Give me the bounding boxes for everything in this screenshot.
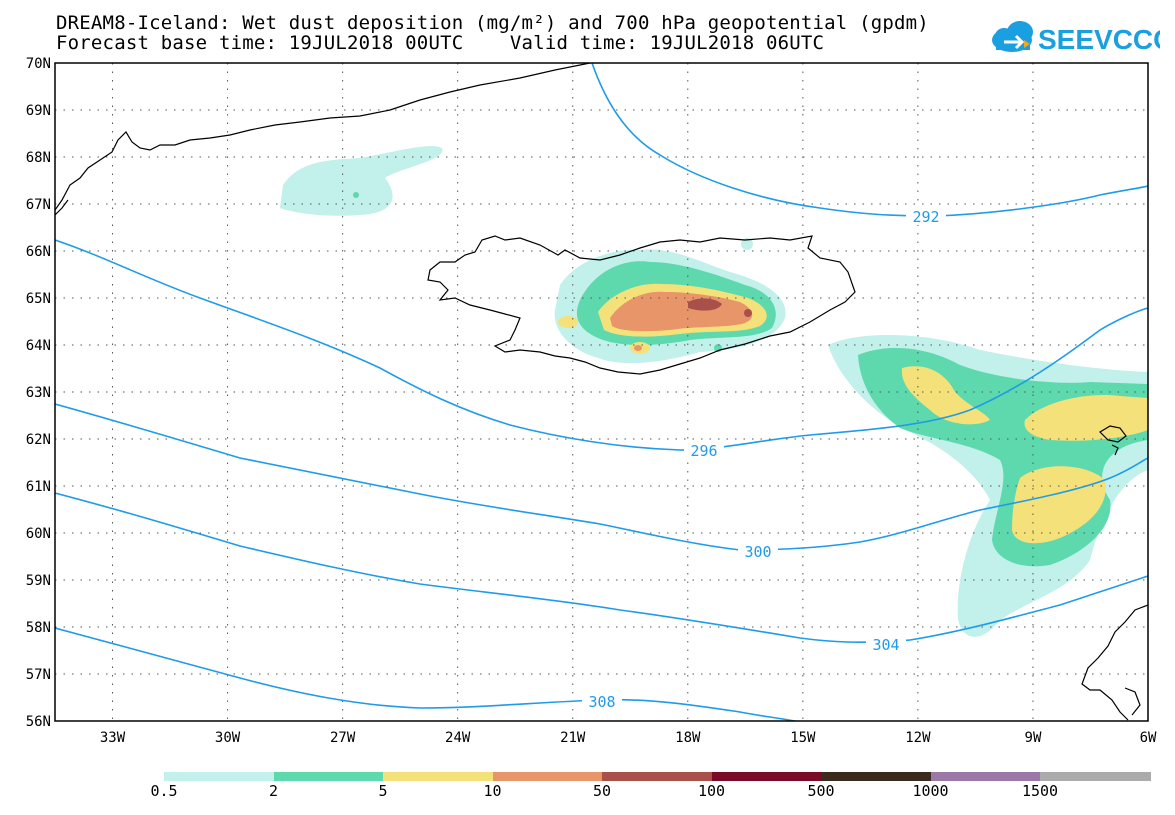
coastlines	[55, 63, 1148, 721]
lat-label-66N: 66N	[26, 244, 51, 260]
lon-label-27W: 27W	[330, 730, 356, 746]
cloud-icon	[992, 21, 1033, 52]
lat-label-62N: 62N	[26, 432, 51, 448]
lat-label-68N: 68N	[26, 150, 51, 166]
contour-296	[55, 239, 1148, 451]
contour-label-300: 300	[744, 543, 771, 561]
logo-text: SEEVCCC	[1038, 24, 1160, 55]
lon-label-24W: 24W	[445, 730, 471, 746]
legend-swatch-5	[383, 772, 494, 781]
lon-label-30W: 30W	[215, 730, 241, 746]
legend-label-100: 100	[697, 782, 726, 800]
legend-label-500: 500	[807, 782, 835, 800]
lat-label-57N: 57N	[26, 667, 51, 683]
legend-swatch-10	[492, 772, 603, 781]
legend-label-0.5: 0.5	[150, 782, 178, 800]
contour-label-292: 292	[912, 208, 939, 226]
lon-label-12W: 12W	[905, 730, 931, 746]
graticule-grid	[55, 63, 1148, 721]
lon-label-6W: 6W	[1140, 730, 1157, 746]
contour-304-308	[55, 627, 800, 721]
legend-swatch-1000	[930, 772, 1041, 781]
lat-label-70N: 70N	[26, 56, 51, 72]
lat-label-60N: 60N	[26, 526, 51, 542]
legend-label-5: 5	[378, 782, 388, 800]
lat-label-58N: 58N	[26, 620, 51, 636]
map-subtitle-times: Forecast base time: 19JUL2018 00UTC Vali…	[56, 32, 825, 54]
lat-label-67N: 67N	[26, 197, 51, 213]
legend-swatch-0.5	[164, 772, 275, 781]
lat-label-61N: 61N	[26, 479, 51, 495]
legend-label-50: 50	[592, 782, 612, 800]
lon-label-21W: 21W	[560, 730, 586, 746]
contour-label-308: 308	[588, 693, 615, 711]
contour-label-304: 304	[872, 636, 899, 654]
legend-swatch-1500	[1040, 772, 1151, 781]
lon-label-33W: 33W	[100, 730, 126, 746]
legend-swatch-2	[273, 772, 384, 781]
lat-label-65N: 65N	[26, 291, 51, 307]
seevccc-logo: SEEVCCC	[992, 21, 1160, 55]
legend-label-1500: 1500	[1021, 782, 1059, 800]
map-title: DREAM8-Iceland: Wet dust deposition (mg/…	[56, 12, 929, 34]
lat-label-59N: 59N	[26, 573, 51, 589]
lat-label-56N: 56N	[26, 714, 51, 730]
lat-label-64N: 64N	[26, 338, 51, 354]
geopotential-contours	[55, 63, 1148, 721]
legend-swatch-500	[821, 772, 932, 781]
legend-swatch-50	[602, 772, 713, 781]
map-frame	[54, 62, 1149, 722]
lon-label-18W: 18W	[675, 730, 701, 746]
legend-swatch-100	[711, 772, 822, 781]
contour-300	[55, 403, 1148, 551]
contour-labels: 292 296 300 304 308	[582, 207, 946, 711]
lon-label-15W: 15W	[790, 730, 816, 746]
latitude-labels: 70N 69N 68N 67N 66N 65N 64N 63N 62N 61N 60N 59N 58N 5…	[26, 56, 51, 730]
contour-label-296: 296	[690, 442, 717, 460]
legend-label-1000: 1000	[912, 782, 949, 800]
contour-292	[591, 63, 1148, 217]
lat-label-69N: 69N	[26, 103, 51, 119]
lon-label-9W: 9W	[1025, 730, 1042, 746]
longitude-labels: 33W 30W 27W 24W 21W 18W 15W 12W 9W 6W	[100, 730, 1157, 746]
lat-label-63N: 63N	[26, 385, 51, 401]
legend-label-10: 10	[483, 782, 502, 800]
dust-deposition-layer	[280, 146, 1148, 637]
legend-label-2: 2	[268, 782, 279, 800]
contour-300-lower	[55, 492, 1148, 643]
